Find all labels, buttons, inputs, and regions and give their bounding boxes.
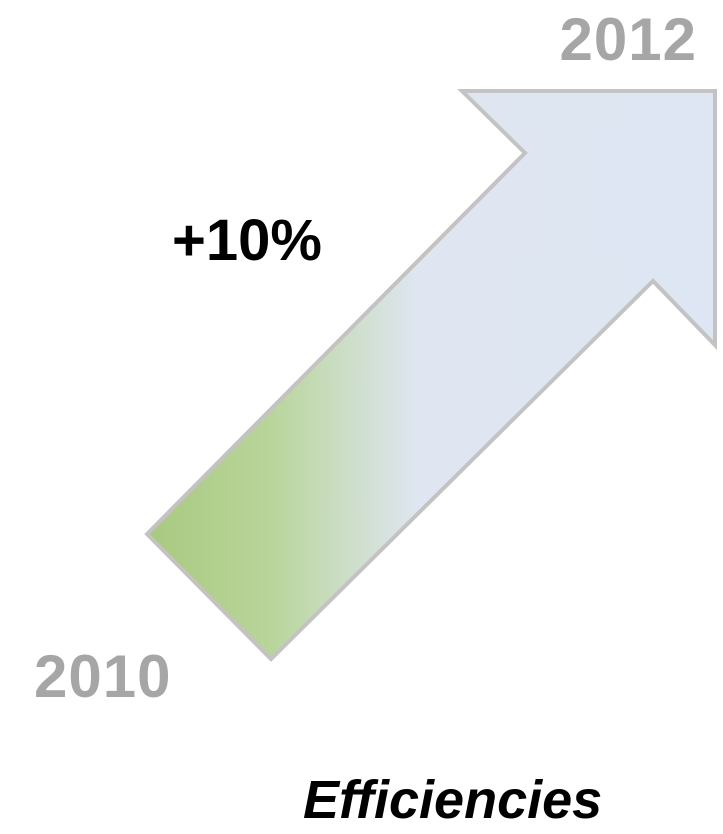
start-year-label: 2010 — [34, 643, 172, 710]
end-year-label: 2012 — [559, 6, 697, 73]
diagram-caption: Efficiencies — [303, 770, 603, 830]
growth-percentage-label: +10% — [172, 208, 322, 273]
up-right-arrow-icon — [144, 89, 717, 662]
